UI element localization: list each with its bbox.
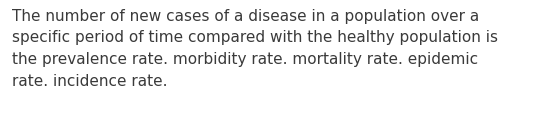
Text: The number of new cases of a disease in a population over a
specific period of t: The number of new cases of a disease in … bbox=[12, 9, 498, 89]
